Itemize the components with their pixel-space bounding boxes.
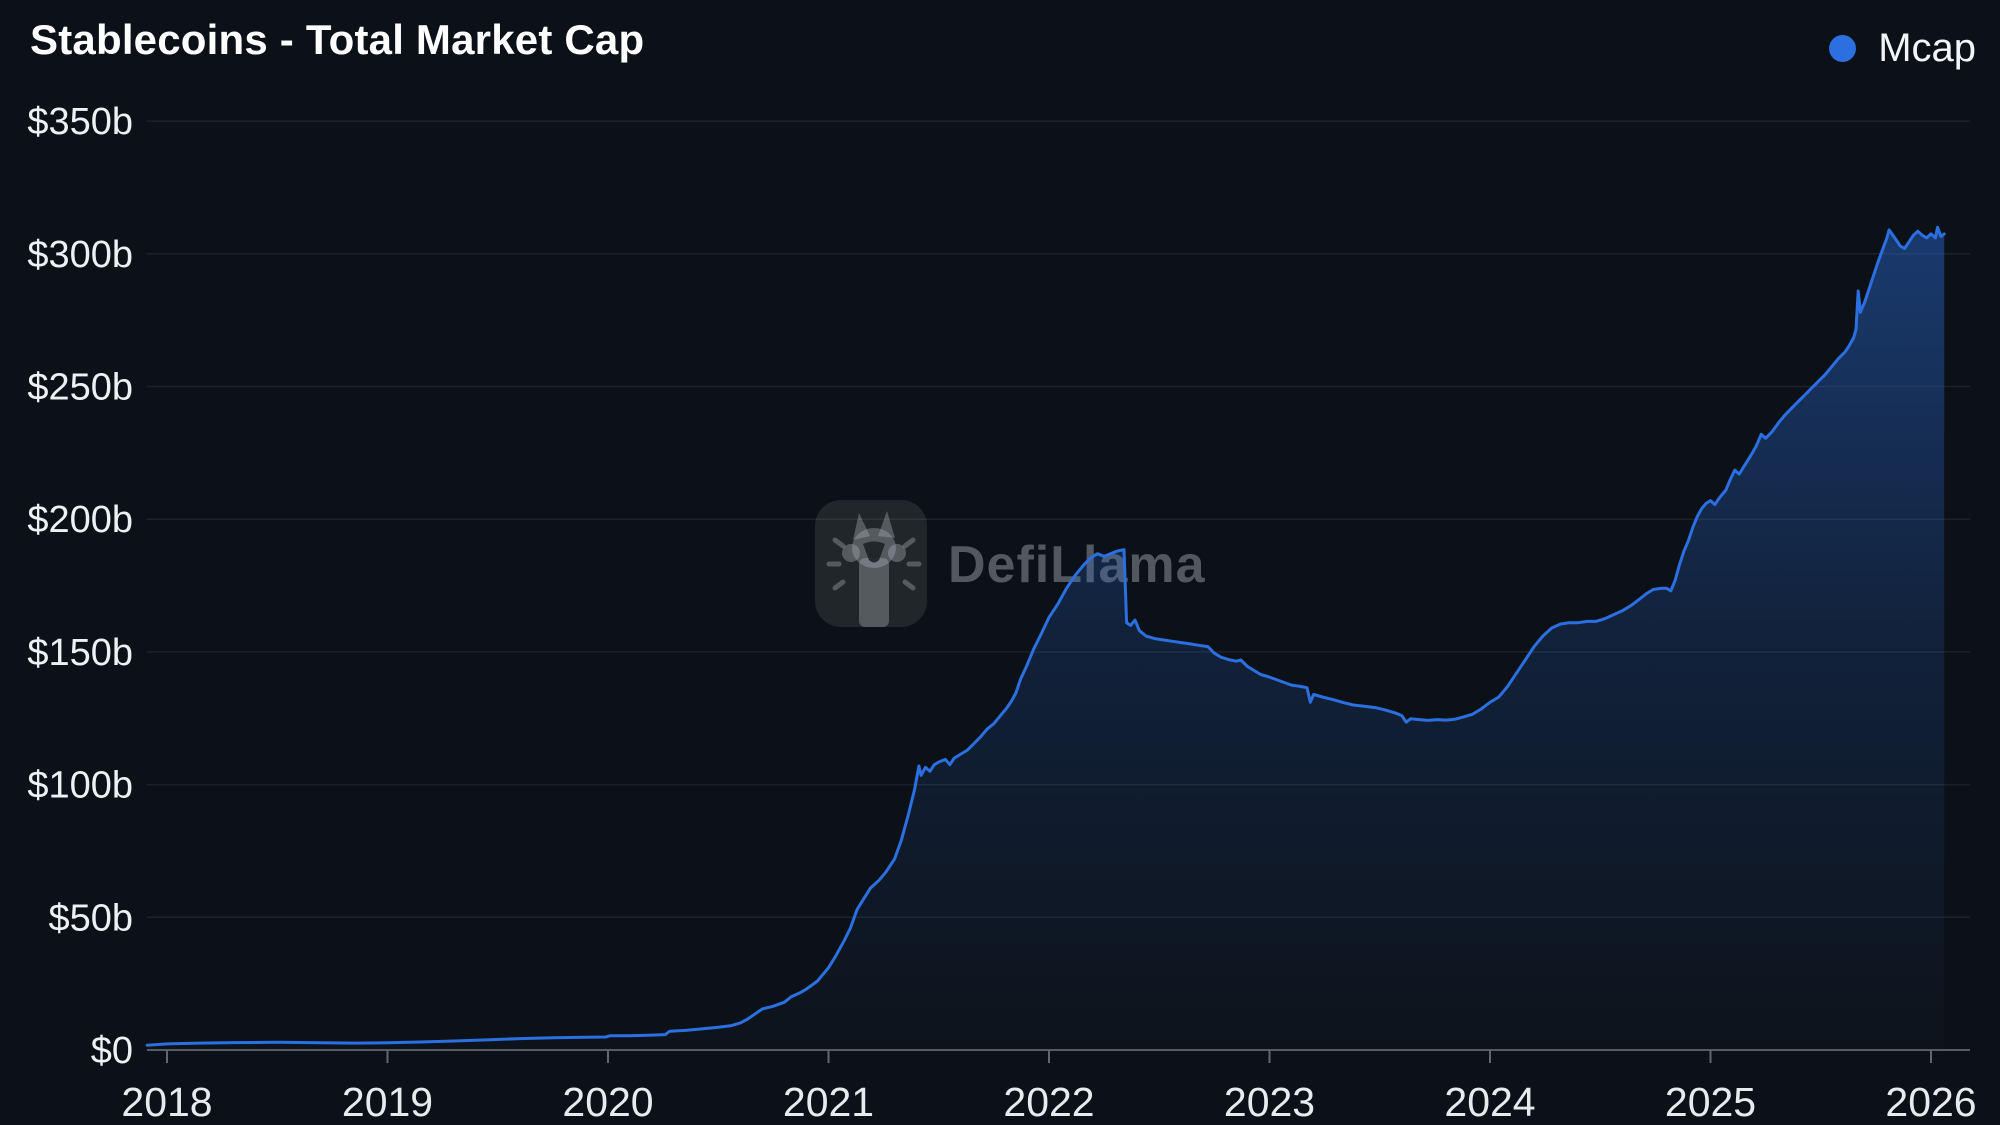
y-tick-label: $300b (27, 234, 133, 276)
y-tick-label: $0 (91, 1030, 133, 1072)
y-tick-label: $250b (27, 367, 133, 409)
y-tick-label: $200b (27, 499, 133, 541)
y-axis-labels: $0 $50b $100b $150b $200b $250b $300b $350b (27, 101, 133, 1072)
x-tick-label: 2024 (1444, 1079, 1535, 1125)
legend-item-mcap[interactable]: Mcap (1829, 26, 1976, 71)
x-tick-label: 2022 (1003, 1079, 1094, 1125)
legend-mcap-label: Mcap (1878, 26, 1976, 70)
y-tick-label: $50b (48, 897, 133, 939)
x-tick-label: 2026 (1885, 1079, 1976, 1125)
chart-title: Stablecoins - Total Market Cap (30, 16, 645, 63)
x-tick-label: 2023 (1224, 1079, 1315, 1125)
mcap-line (145, 225, 1946, 1047)
x-tick-label: 2018 (121, 1079, 212, 1125)
y-tick-label: $350b (27, 101, 133, 143)
legend-mcap-dot-icon (1829, 35, 1857, 62)
x-tick-label: 2025 (1665, 1079, 1756, 1125)
x-tick-label: 2020 (562, 1079, 653, 1125)
x-tick-label: 2019 (342, 1079, 433, 1125)
y-tick-label: $150b (27, 632, 133, 674)
x-axis (147, 1049, 1970, 1063)
defillama-logo-icon (815, 500, 927, 627)
x-tick-label: 2021 (783, 1079, 874, 1125)
y-tick-label: $100b (27, 765, 133, 807)
mcap-area-fill (147, 227, 1945, 1051)
x-axis-labels: 2018 2019 2020 2021 2022 2023 2024 2025 2026 (121, 1079, 1976, 1125)
